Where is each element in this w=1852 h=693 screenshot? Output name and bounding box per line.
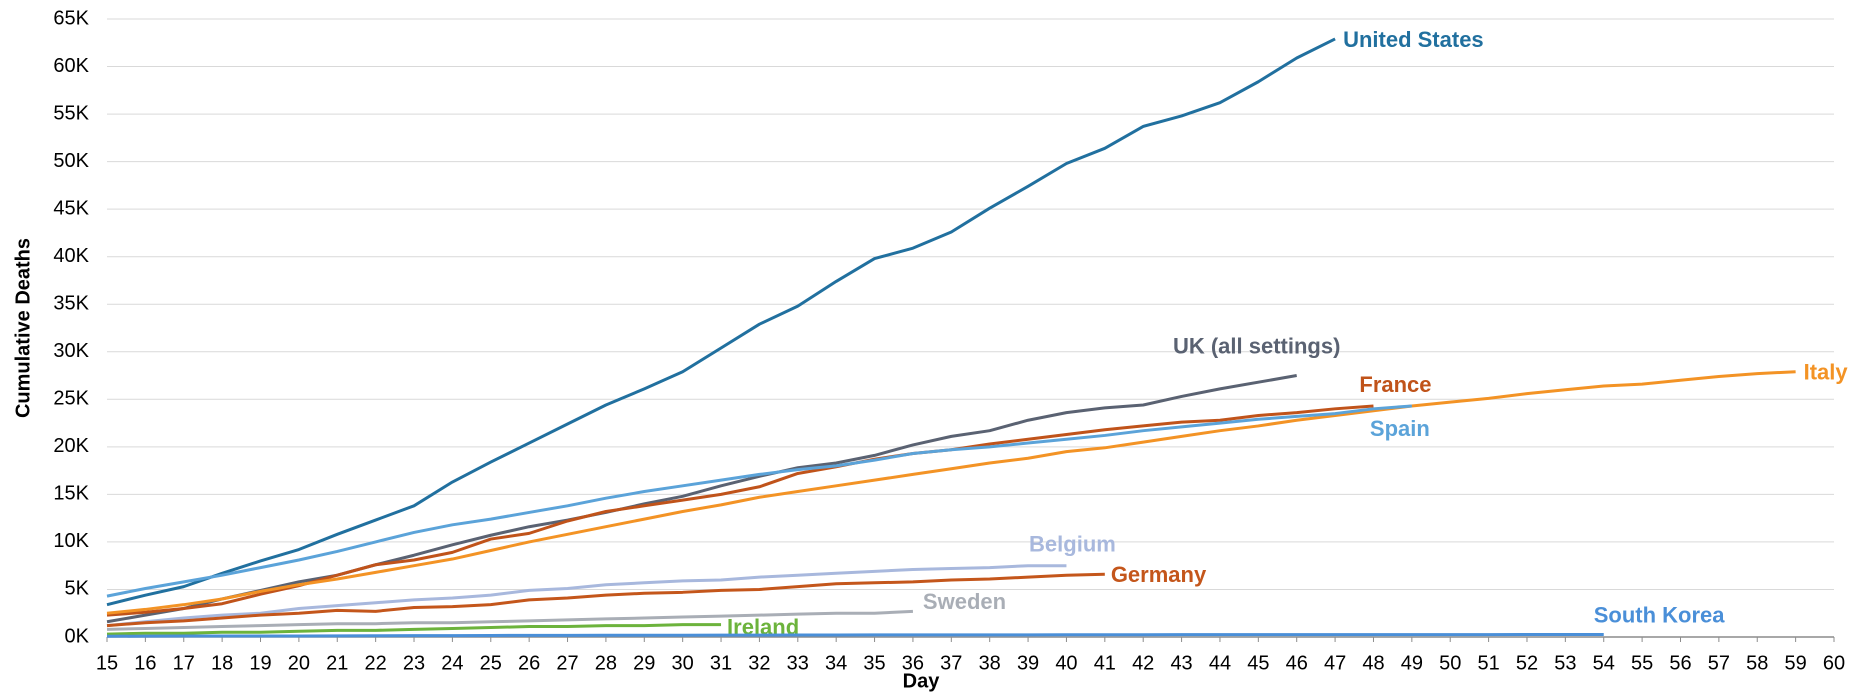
y-tick-label: 30K (53, 340, 89, 362)
x-tick-label: 23 (403, 652, 425, 674)
y-tick-label: 55K (53, 102, 89, 124)
x-tick-label: 34 (825, 652, 847, 674)
x-tick-label: 56 (1669, 652, 1691, 674)
series-label: Italy (1804, 360, 1849, 385)
series-label: South Korea (1594, 602, 1726, 627)
series-label: France (1359, 372, 1431, 397)
x-tick-label: 53 (1554, 652, 1576, 674)
y-tick-label: 35K (53, 293, 89, 315)
x-tick-label: 32 (748, 652, 770, 674)
x-tick-label: 24 (441, 652, 463, 674)
series-line (106, 572, 1105, 628)
series-line (106, 623, 722, 636)
y-tick-label: 50K (53, 150, 89, 172)
x-tick-label: 33 (787, 652, 809, 674)
x-tick-label: 54 (1593, 652, 1615, 674)
series-label: United States (1343, 27, 1484, 52)
x-tick-label: 30 (672, 652, 694, 674)
series-line (106, 564, 1067, 628)
series-line (106, 370, 1796, 615)
x-tick-label: 25 (480, 652, 502, 674)
x-tick-label: 21 (326, 652, 348, 674)
series-line (106, 609, 914, 631)
y-tick-label: 40K (53, 245, 89, 267)
x-tick-label: 29 (633, 652, 655, 674)
x-tick-label: 31 (710, 652, 732, 674)
series-label: UK (all settings) (1173, 333, 1340, 358)
y-tick-label: 15K (53, 483, 89, 505)
series-line (106, 37, 1336, 607)
x-tick-label: 26 (518, 652, 540, 674)
x-axis-title: Day (903, 670, 941, 692)
x-tick-label: 44 (1209, 652, 1231, 674)
series-label: Spain (1370, 416, 1430, 441)
x-tick-label: 17 (173, 652, 195, 674)
y-tick-label: 65K (53, 7, 89, 29)
x-tick-label: 35 (863, 652, 885, 674)
y-axis-title: Cumulative Deaths (12, 238, 34, 418)
x-tick-label: 28 (595, 652, 617, 674)
x-tick-label: 48 (1362, 652, 1384, 674)
x-tick-label: 47 (1324, 652, 1346, 674)
y-tick-label: 60K (53, 55, 89, 77)
x-tick-label: 19 (249, 652, 271, 674)
y-tick-label: 5K (65, 578, 90, 600)
x-tick-label: 46 (1286, 652, 1308, 674)
x-tick-label: 45 (1247, 652, 1269, 674)
x-tick-label: 60 (1823, 652, 1845, 674)
x-tick-label: 15 (96, 652, 118, 674)
x-tick-label: 49 (1401, 652, 1423, 674)
x-tick-label: 38 (979, 652, 1001, 674)
series-line (106, 404, 1412, 598)
x-tick-label: 52 (1516, 652, 1538, 674)
x-tick-label: 39 (1017, 652, 1039, 674)
series-label: Sweden (923, 589, 1006, 614)
x-tick-label: 55 (1631, 652, 1653, 674)
x-tick-label: 27 (556, 652, 578, 674)
y-tick-label: 20K (53, 435, 89, 457)
x-tick-label: 57 (1708, 652, 1730, 674)
y-tick-label: 25K (53, 388, 89, 410)
y-tick-label: 45K (53, 197, 89, 219)
x-tick-label: 37 (940, 652, 962, 674)
y-tick-label: 10K (53, 530, 89, 552)
x-tick-label: 18 (211, 652, 233, 674)
series-line (106, 633, 1604, 638)
x-tick-label: 40 (1055, 652, 1077, 674)
x-tick-label: 59 (1784, 652, 1806, 674)
series-label: Belgium (1029, 532, 1116, 557)
x-tick-label: 43 (1170, 652, 1192, 674)
x-tick-label: 41 (1094, 652, 1116, 674)
x-tick-label: 42 (1132, 652, 1154, 674)
x-tick-label: 36 (902, 652, 924, 674)
x-tick-label: 51 (1477, 652, 1499, 674)
x-tick-label: 58 (1746, 652, 1768, 674)
series-label: Germany (1111, 562, 1207, 587)
x-tick-label: 22 (365, 652, 387, 674)
x-tick-label: 50 (1439, 652, 1461, 674)
x-tick-label: 20 (288, 652, 310, 674)
x-tick-label: 16 (134, 652, 156, 674)
series-line (106, 374, 1297, 624)
y-tick-label: 0K (65, 625, 90, 647)
